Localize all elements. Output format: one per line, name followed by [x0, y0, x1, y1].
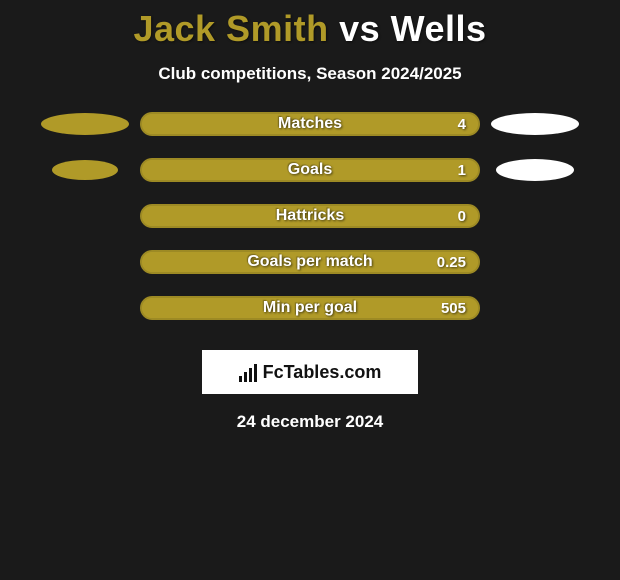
stat-row: Min per goal505 [40, 296, 580, 320]
title-player1: Jack Smith [133, 8, 328, 49]
stat-bar: Goals1 [140, 158, 480, 182]
logo-box[interactable]: FcTables.com [202, 350, 418, 394]
stat-row: Goals1 [40, 158, 580, 182]
comparison-widget: Jack Smith vs Wells Club competitions, S… [0, 0, 620, 432]
stat-label: Matches [142, 115, 478, 133]
subtitle: Club competitions, Season 2024/2025 [158, 64, 461, 84]
page-title: Jack Smith vs Wells [133, 8, 486, 50]
stat-bar: Hattricks0 [140, 204, 480, 228]
stat-bar: Goals per match0.25 [140, 250, 480, 274]
stat-bar: Min per goal505 [140, 296, 480, 320]
left-shape-slot [40, 113, 140, 135]
title-player2: Wells [391, 8, 487, 49]
player1-ellipse [41, 113, 129, 135]
stat-label: Min per goal [142, 299, 478, 317]
stat-value: 505 [441, 300, 466, 317]
stat-value: 4 [458, 116, 466, 133]
right-shape-slot [480, 113, 580, 135]
logo-text: FcTables.com [263, 362, 382, 383]
stat-value: 0 [458, 208, 466, 225]
title-vs: vs [339, 8, 380, 49]
player2-ellipse [491, 113, 579, 135]
stat-value: 1 [458, 162, 466, 179]
stat-row: Goals per match0.25 [40, 250, 580, 274]
stat-label: Goals per match [142, 253, 478, 271]
stat-value: 0.25 [437, 254, 466, 271]
stat-label: Goals [142, 161, 478, 179]
player2-ellipse [496, 159, 574, 181]
bar-chart-icon [239, 362, 257, 382]
stat-rows: Matches4Goals1Hattricks0Goals per match0… [40, 112, 580, 342]
right-shape-slot [480, 159, 580, 181]
stat-row: Hattricks0 [40, 204, 580, 228]
stat-label: Hattricks [142, 207, 478, 225]
date-text: 24 december 2024 [237, 412, 384, 432]
stat-bar: Matches4 [140, 112, 480, 136]
left-shape-slot [40, 160, 140, 180]
stat-row: Matches4 [40, 112, 580, 136]
player1-ellipse [52, 160, 118, 180]
